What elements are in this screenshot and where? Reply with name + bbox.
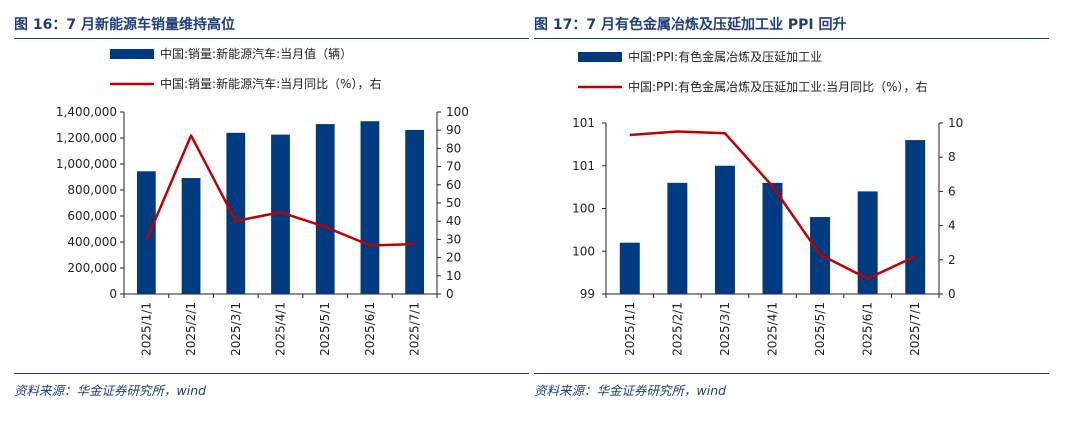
right-tick-label: 30 [446,232,461,246]
x-tick-label: 2025/4/1 [766,302,780,356]
left-tick-label: 1,000,000 [56,157,117,171]
right-tick-label: 80 [446,141,461,155]
left-tick-label: 100 [572,244,595,258]
x-tick-label: 2025/5/1 [813,302,827,356]
bar [226,132,246,294]
left-tick-label: 101 [572,116,595,130]
bar [315,124,335,294]
right-tick-label: 100 [446,105,469,119]
bar [857,191,878,294]
right-tick-label: 0 [948,287,956,301]
title-divider [14,38,529,39]
right-tick-label: 10 [446,269,461,283]
bar [136,171,156,294]
right-tick-label: 6 [948,184,956,198]
x-tick-label: 2025/6/1 [861,302,875,356]
left-tick-label: 0 [109,287,117,301]
figure-16-panel: 图 16：7 月新能源车销量维持高位 中国:销量:新能源汽车:当月值（辆） 中国:… [14,0,534,426]
title-divider [534,38,1049,39]
bar [181,178,201,294]
figure-title: 图 17：7 月有色金属冶炼及压延加工业 PPI 回升 [534,17,847,33]
figure-title: 图 16：7 月新能源车销量维持高位 [14,17,235,33]
bar [360,121,380,294]
x-tick-label: 2025/5/1 [318,302,332,356]
legend: 中国:销量:新能源汽车:当月值（辆） 中国:销量:新能源汽车:当月同比（%），右 [110,46,382,91]
left-tick-label: 101 [572,159,595,173]
bar [405,129,425,294]
left-tick-label: 99 [580,287,595,301]
bar [271,134,290,294]
x-tick-label: 2025/1/1 [139,302,153,356]
x-tick-label: 2025/2/1 [184,302,198,356]
x-tick-label: 2025/4/1 [274,302,288,356]
legend-bar-label: 中国:销量:新能源汽车:当月值（辆） [160,46,352,61]
legend-bar-swatch [578,52,622,62]
right-tick-label: 10 [948,116,963,130]
x-tick-label: 2025/1/1 [623,302,637,356]
x-tick-label: 2025/7/1 [408,302,422,356]
legend-bar-label: 中国:PPI:有色金属冶炼及压延加工业 [628,49,822,64]
left-tick-label: 600,000 [67,209,117,223]
right-tick-label: 70 [446,160,461,174]
left-tick-label: 1,200,000 [56,131,117,145]
legend-line-label: 中国:销量:新能源汽车:当月同比（%），右 [160,76,382,91]
x-tick-label: 2025/3/1 [718,302,732,356]
source-note: 资料来源：华金证券研究所，wind [14,383,207,398]
right-tick-label: 40 [446,214,461,228]
right-tick-label: 90 [446,123,461,137]
bar [667,182,688,294]
x-tick-label: 2025/2/1 [670,302,684,356]
left-tick-label: 100 [572,202,595,216]
ev-sales-chart: 中国:销量:新能源汽车:当月值（辆） 中国:销量:新能源汽车:当月同比（%），右 0… [56,46,469,356]
right-tick-label: 4 [948,219,956,233]
bar [905,140,926,294]
right-tick-label: 20 [446,251,461,265]
right-tick-label: 2 [948,253,956,267]
left-tick-label: 1,400,000 [56,105,117,119]
source-note: 资料来源：华金证券研究所，wind [534,383,727,398]
right-tick-label: 0 [446,287,454,301]
source-divider [14,373,529,374]
x-tick-label: 2025/7/1 [908,302,922,356]
right-tick-label: 50 [446,196,461,210]
line-series [629,130,916,280]
legend: 中国:PPI:有色金属冶炼及压延加工业中国:PPI:有色金属冶炼及压延加工业:当… [578,49,928,94]
left-tick-label: 800,000 [67,183,117,197]
right-tick-label: 8 [948,150,956,164]
source-divider [534,373,1049,374]
line-series [145,134,415,247]
figure-17-panel: 图 17：7 月有色金属冶炼及压延加工业 PPI 回升 中国:PPI:有色金属冶… [534,0,1054,426]
bar [762,182,783,294]
ppi-chart: 中国:PPI:有色金属冶炼及压延加工业中国:PPI:有色金属冶炼及压延加工业:当… [572,49,963,356]
bar [619,242,640,294]
right-tick-label: 60 [446,178,461,192]
legend-line-label: 中国:PPI:有色金属冶炼及压延加工业:当月同比（%），右 [628,79,928,94]
bar [714,165,735,294]
x-tick-label: 2025/3/1 [229,302,243,356]
x-tick-label: 2025/6/1 [363,302,377,356]
left-tick-label: 400,000 [67,235,117,249]
left-tick-label: 200,000 [67,261,117,275]
legend-bar-swatch [110,49,154,59]
